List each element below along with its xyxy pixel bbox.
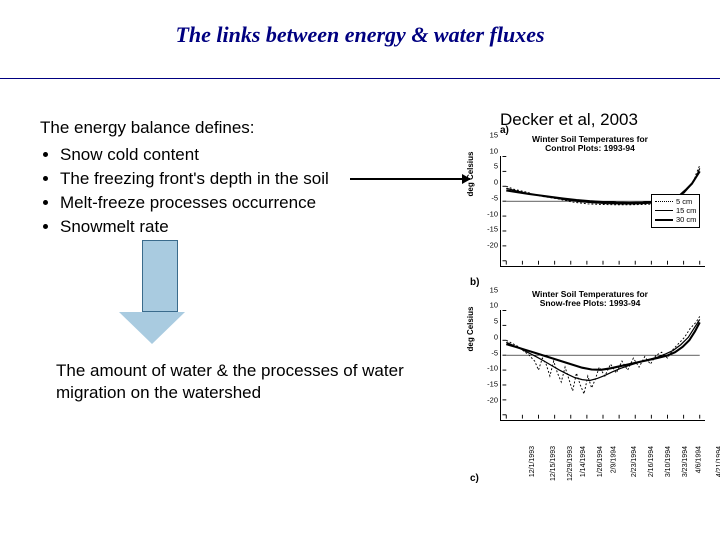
y-axis-label: deg Celsius	[466, 151, 475, 196]
chart-control-plots: Winter Soil Temperatures forControl Plot…	[470, 135, 710, 267]
panel-label-b: b)	[470, 277, 710, 288]
chart-title: Winter Soil Temperatures forSnow-free Pl…	[470, 290, 710, 309]
connector-arrow	[350, 178, 470, 180]
chart-snowfree-plots: Winter Soil Temperatures forSnow-free Pl…	[470, 290, 710, 422]
charts-area: a) Winter Soil Temperatures forControl P…	[470, 135, 710, 484]
y-ticks: 151050-5-10-15-20	[482, 135, 500, 245]
chart-title: Winter Soil Temperatures forControl Plot…	[470, 135, 710, 154]
bullet-item: Snowmelt rate	[60, 216, 430, 238]
plot-area: 5 cm15 cm30 cm	[500, 156, 705, 267]
x-ticks: 12/1/199312/15/199312/29/19931/14/19941/…	[500, 402, 704, 462]
citation: Decker et al, 2003	[500, 110, 638, 130]
y-axis-label: deg Celsius	[466, 306, 475, 351]
panel-label-c: c)	[470, 473, 710, 484]
conclusion-text: The amount of water & the processes of w…	[56, 360, 416, 404]
bullet-list: Snow cold content The freezing front's d…	[40, 144, 430, 238]
title-rule	[0, 78, 720, 79]
chart-legend: 5 cm15 cm30 cm	[651, 194, 700, 228]
lead-text: The energy balance defines:	[40, 118, 430, 138]
bullet-item: Snow cold content	[60, 144, 430, 166]
down-arrow-icon	[135, 240, 185, 344]
bullet-item: Melt-freeze processes occurrence	[60, 192, 430, 214]
y-ticks: 151050-5-10-15-20	[482, 290, 500, 400]
slide-title: The links between energy & water fluxes	[0, 22, 720, 48]
